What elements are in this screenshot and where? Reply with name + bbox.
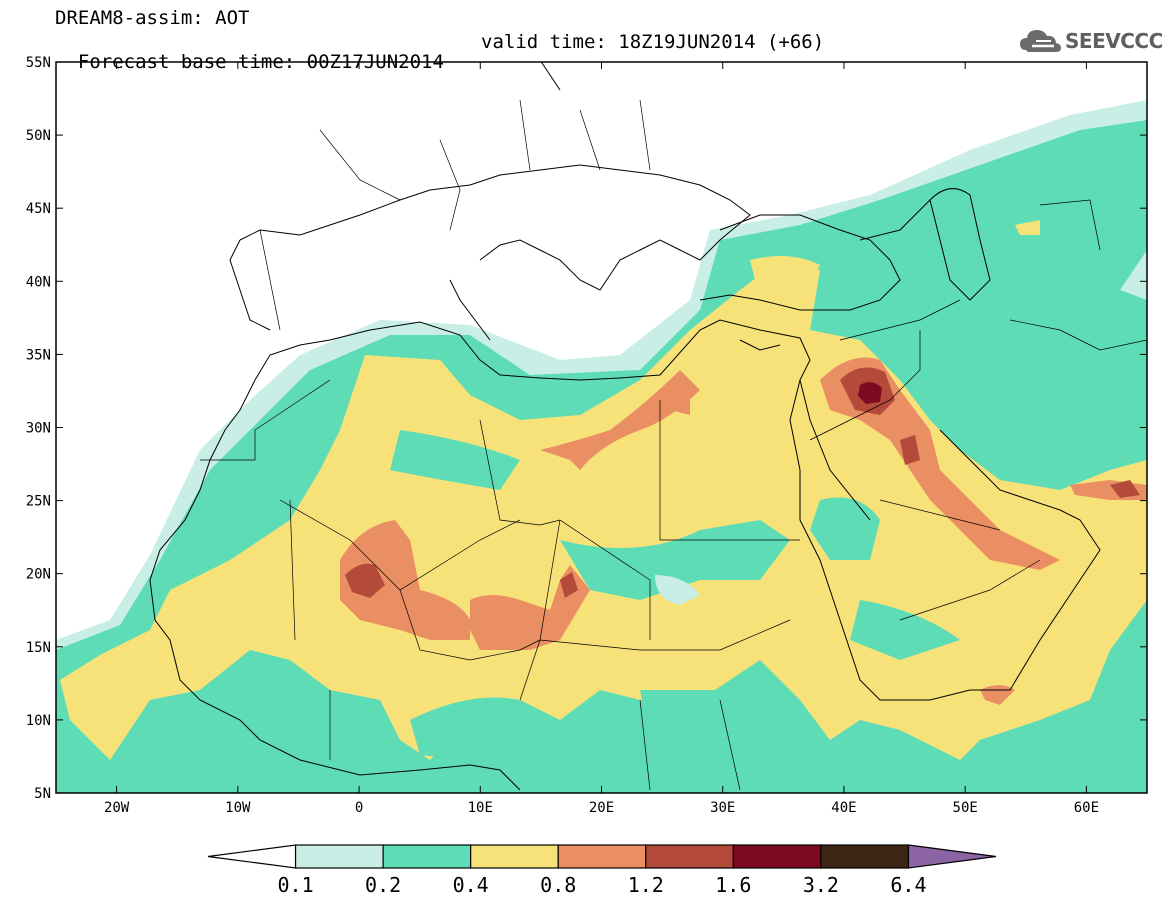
aot-contour-0.8: [540, 370, 700, 470]
legend-level-label: 6.4: [890, 873, 926, 897]
logo-text: SEEVCCC: [1065, 29, 1163, 53]
lat-label: 20N: [26, 567, 51, 583]
lon-label: 0: [355, 800, 363, 816]
legend-swatch: [294, 844, 384, 869]
lon-label: 60E: [1074, 800, 1099, 816]
legend-swatch: [207, 844, 297, 869]
legend-level-label: 0.2: [365, 873, 401, 897]
lat-label: 30N: [26, 421, 51, 437]
legend-swatch: [645, 844, 734, 869]
lat-label: 50N: [26, 128, 51, 144]
aot-field: [56, 100, 1147, 793]
lon-label: 10E: [468, 800, 493, 816]
lat-label: 55N: [26, 55, 51, 71]
lat-label: 25N: [26, 494, 51, 510]
lat-label: 15N: [26, 640, 51, 656]
color-legend: 0.1 0.2 0.4 0.8 1.2 1.6 3.2 6.4: [207, 844, 997, 897]
lon-label: 40E: [831, 800, 856, 816]
legend-level-label: 0.4: [453, 873, 489, 897]
legend-swatch: [907, 844, 997, 869]
legend-swatch: [557, 844, 647, 869]
country-borders: [200, 99, 1147, 791]
aot-contour-1.2: [345, 563, 385, 598]
lon-label: 20W: [104, 800, 130, 816]
seevccc-cloud-icon: [1020, 30, 1061, 52]
legend-level-label: 1.2: [628, 873, 664, 897]
legend-swatch: [382, 844, 472, 869]
legend-level-label: 0.1: [277, 873, 313, 897]
legend-swatch: [820, 844, 910, 869]
aot-contour-1.6: [858, 382, 882, 404]
chart-title: DREAM8-assim: AOT: [55, 7, 250, 29]
map-axes: 55N 50N 45N 40N 35N 30N 25N 20N 15N 10N 5N 20W 10W 0 1…: [26, 55, 1147, 816]
legend-level-label: 1.6: [715, 873, 751, 897]
legend-level-label: 0.8: [540, 873, 576, 897]
lon-label: 10W: [225, 800, 251, 816]
valid-time-text: valid time: 18Z19JUN2014 (+66): [481, 31, 825, 53]
lat-label: 35N: [26, 347, 51, 363]
lon-label: 20E: [589, 800, 614, 816]
coastlines: [149, 62, 1101, 791]
legend-level-label: 3.2: [803, 873, 839, 897]
lat-label: 45N: [26, 201, 51, 217]
lat-label: 40N: [26, 274, 51, 290]
lon-label: 50E: [953, 800, 978, 816]
lat-label: 10N: [26, 713, 51, 729]
legend-swatch: [470, 844, 559, 869]
lon-label: 30E: [710, 800, 735, 816]
legend-swatch: [732, 844, 822, 869]
lat-label: 5N: [34, 786, 51, 802]
